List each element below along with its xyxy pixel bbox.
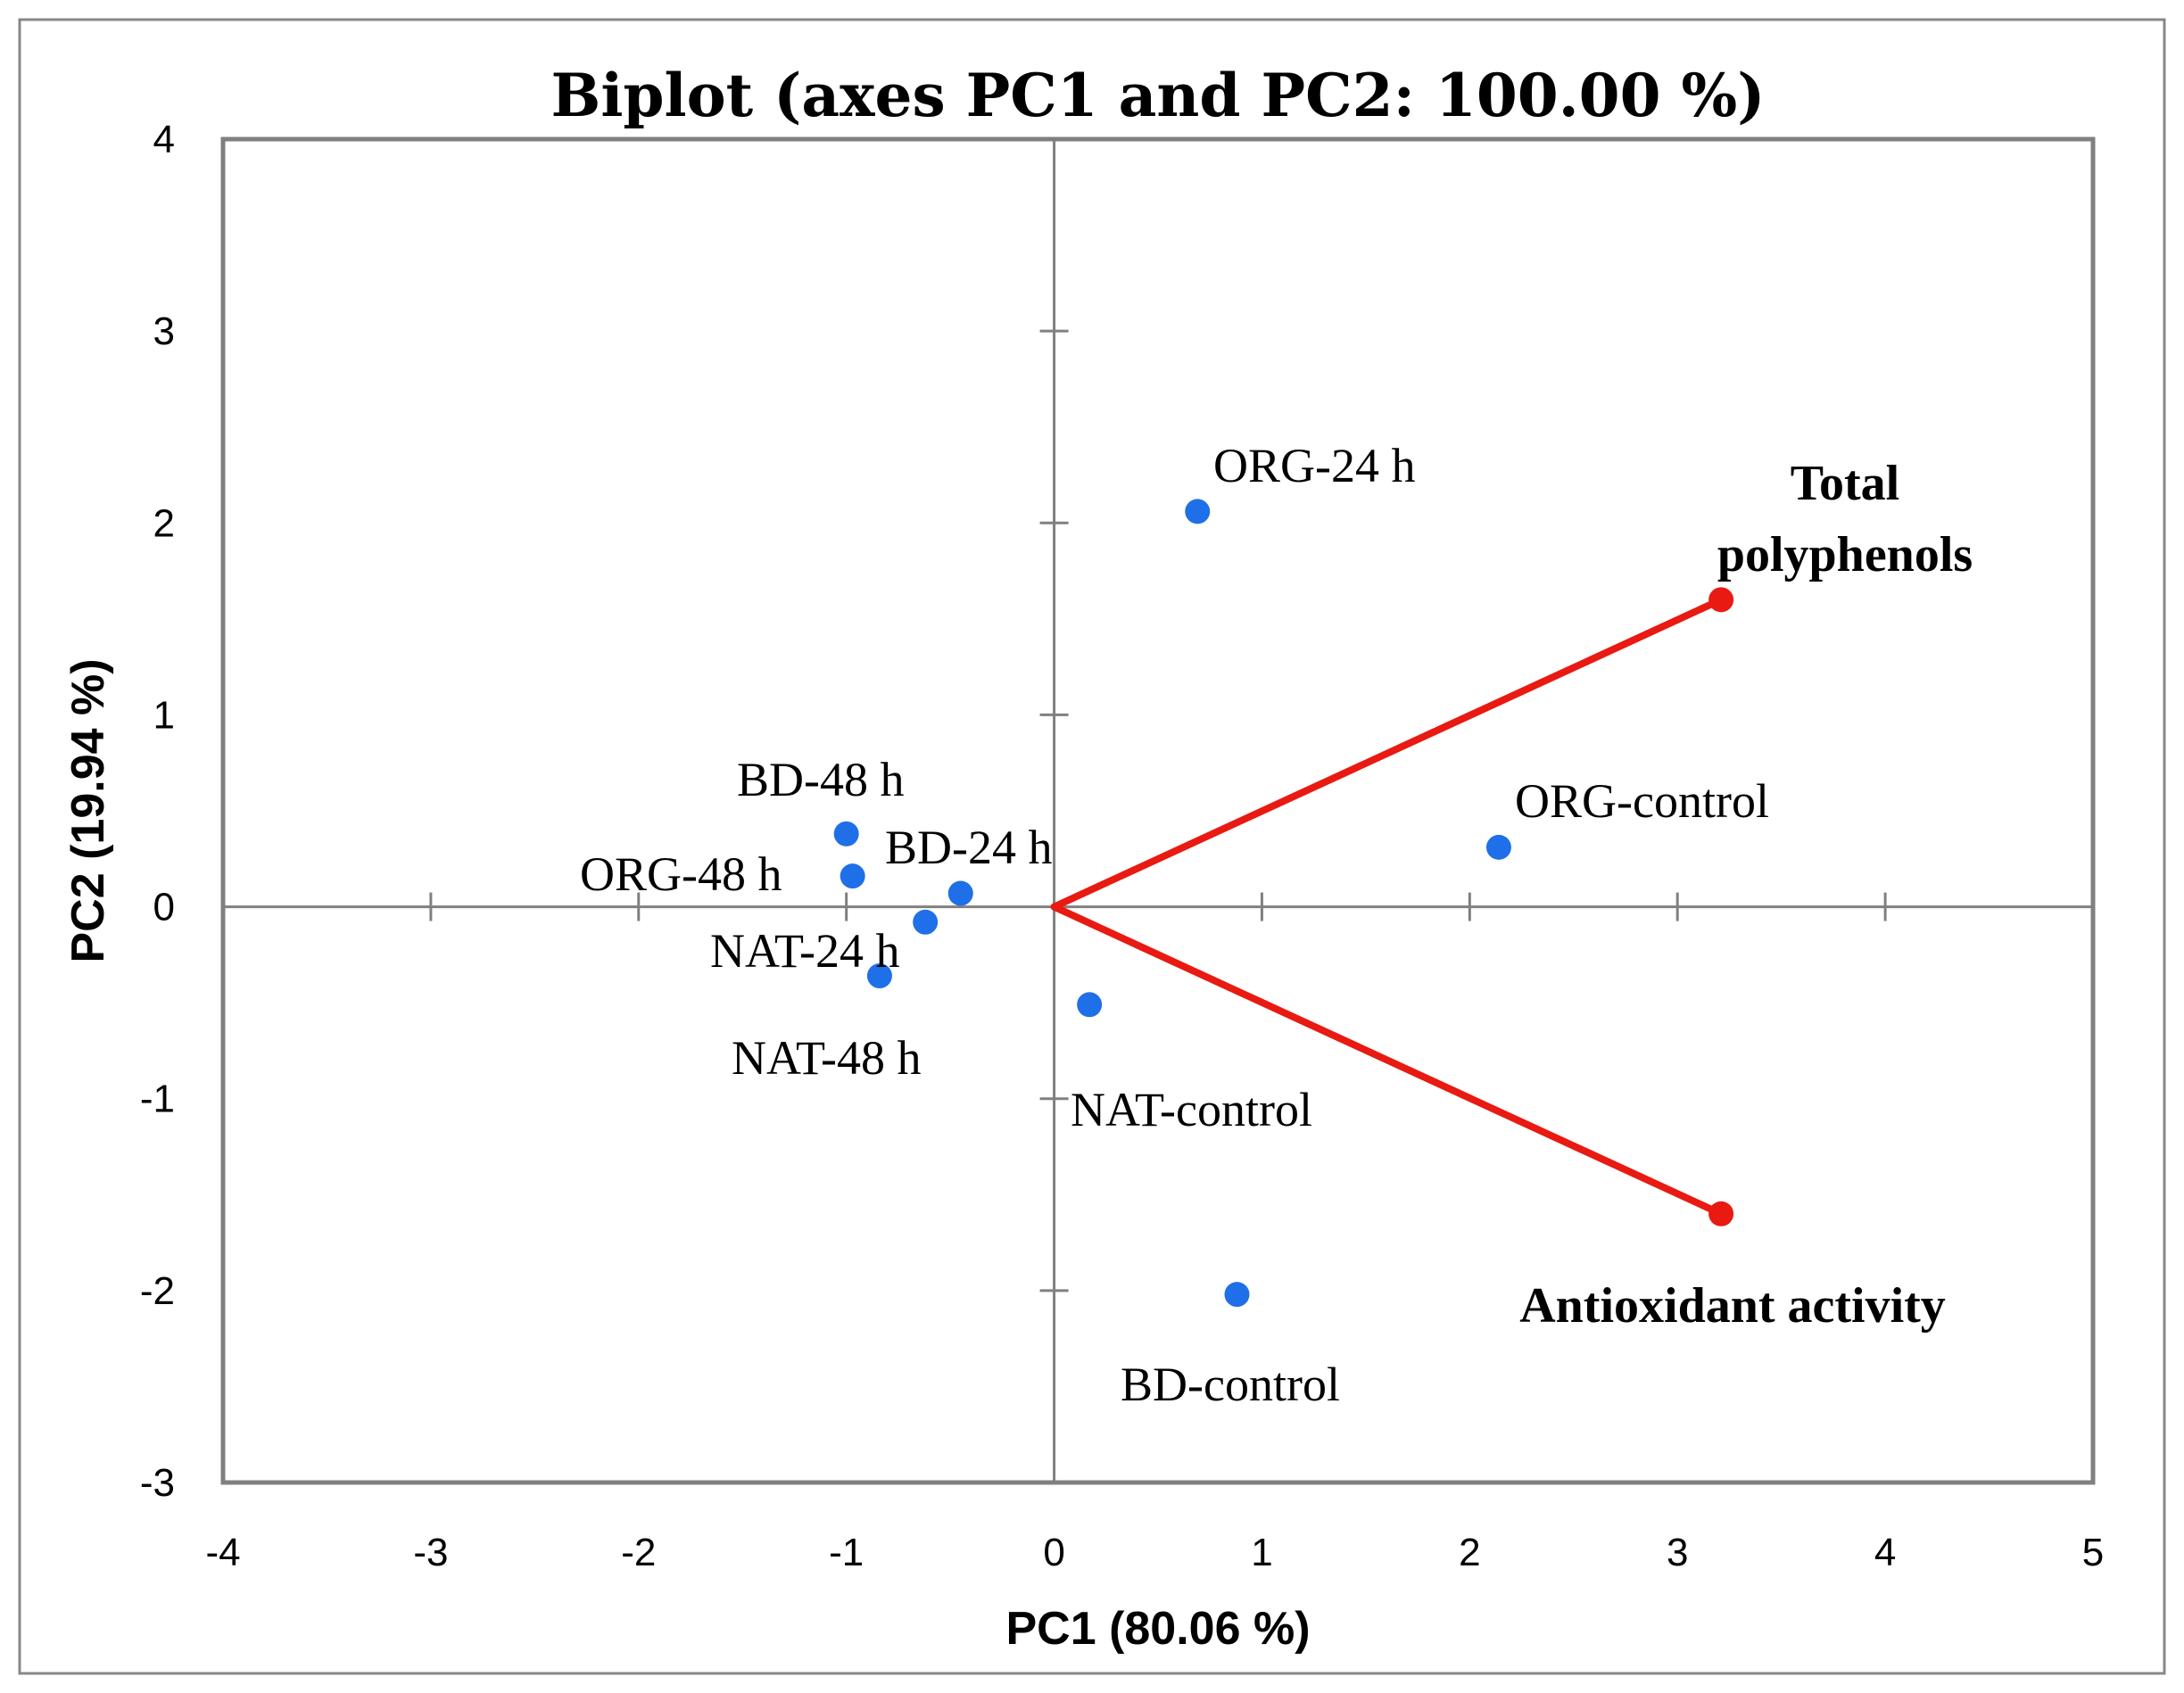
y-tick-label: 1 xyxy=(153,693,175,737)
observation-point xyxy=(840,863,865,889)
observation-label: NAT-24 h xyxy=(710,924,900,978)
observation-point xyxy=(1224,1282,1250,1308)
variable-label: Antioxidant activity xyxy=(1519,1278,1946,1334)
variable-label: polyphenols xyxy=(1717,527,1973,582)
observation-point xyxy=(866,963,892,989)
variable-labels: Total polyphenols Antioxidant activity xyxy=(1519,456,1973,1334)
observation-point xyxy=(1485,834,1511,860)
y-tick-label: 4 xyxy=(153,118,175,161)
chart-title: Biplot (axes PC1 and PC2: 100.00 %) xyxy=(551,61,1766,130)
observation-point xyxy=(913,909,939,935)
y-tick-label: -2 xyxy=(140,1269,175,1313)
observation-label: ORG-24 h xyxy=(1213,439,1416,492)
observation-point xyxy=(1185,499,1211,524)
variable-vector-endpoint xyxy=(1708,1201,1734,1226)
x-tick-label: -3 xyxy=(413,1531,448,1574)
x-tick-label: -4 xyxy=(205,1531,240,1574)
y-tick-label: 0 xyxy=(153,886,175,929)
observation-label: BD-48 h xyxy=(737,753,905,806)
x-tick-label: 1 xyxy=(1251,1531,1272,1574)
x-tick-label: -1 xyxy=(829,1531,864,1574)
observation-label: BD-control xyxy=(1121,1358,1340,1411)
observation-point xyxy=(833,821,859,846)
y-tick-label: 2 xyxy=(153,501,175,545)
outer-frame xyxy=(18,18,2166,1675)
observation-label: NAT-48 h xyxy=(732,1031,922,1085)
x-tick-label: -2 xyxy=(621,1531,656,1574)
observation-point xyxy=(1077,992,1103,1018)
x-axis-ticks xyxy=(429,892,1887,921)
plot-area xyxy=(220,136,2096,1485)
variable-vector-line xyxy=(1050,596,1725,911)
x-tick-labels: -4 -3 -2 -1 0 1 2 3 4 5 xyxy=(205,1531,2104,1574)
y-tick-labels: -3 -2 -1 0 1 2 3 4 xyxy=(140,118,175,1505)
y-axis-title: PC2 (19.94 %) xyxy=(62,658,114,962)
observation-points xyxy=(833,499,1511,1308)
y-axis-ticks xyxy=(1039,329,1069,1292)
observation-label: BD-24 h xyxy=(885,821,1053,874)
x-tick-label: 5 xyxy=(2082,1531,2104,1574)
variable-vector-line xyxy=(1050,903,1725,1218)
observation-label: ORG-control xyxy=(1515,774,1769,828)
observation-labels: ORG-24 h ORG-control BD-48 h ORG-48 h BD-24 … xyxy=(580,439,1769,1411)
x-tick-label: 4 xyxy=(1874,1531,1896,1574)
x-tick-label: 0 xyxy=(1043,1531,1064,1574)
variable-vector-endpoint xyxy=(1708,587,1734,613)
observation-label: NAT-control xyxy=(1071,1083,1312,1136)
x-tick-label: 3 xyxy=(1667,1531,1688,1574)
observation-point xyxy=(947,880,973,906)
x-axis-title: PC1 (80.06 %) xyxy=(1005,1603,1310,1655)
x-tick-label: 2 xyxy=(1459,1531,1480,1574)
y-tick-label: -3 xyxy=(140,1461,175,1505)
y-tick-label: -1 xyxy=(140,1078,175,1121)
observation-label: ORG-48 h xyxy=(580,847,782,901)
variable-label: Total xyxy=(1791,456,1899,511)
y-tick-label: 3 xyxy=(153,310,175,353)
variable-vectors xyxy=(1050,587,1734,1226)
